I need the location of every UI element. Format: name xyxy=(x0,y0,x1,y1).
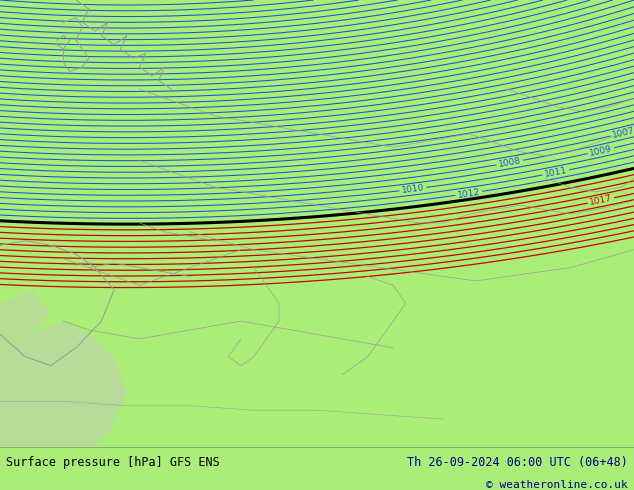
Text: 1017: 1017 xyxy=(589,194,613,207)
Text: 1010: 1010 xyxy=(401,183,425,195)
Polygon shape xyxy=(0,290,51,357)
Text: 1007: 1007 xyxy=(612,126,634,140)
Text: 1012: 1012 xyxy=(457,187,481,199)
Text: Th 26-09-2024 06:00 UTC (06+48): Th 26-09-2024 06:00 UTC (06+48) xyxy=(407,456,628,469)
Text: 1011: 1011 xyxy=(544,166,568,179)
Text: 1009: 1009 xyxy=(589,144,613,158)
Polygon shape xyxy=(0,321,127,446)
Text: © weatheronline.co.uk: © weatheronline.co.uk xyxy=(486,480,628,490)
Text: 1008: 1008 xyxy=(498,156,522,169)
Text: Surface pressure [hPa] GFS ENS: Surface pressure [hPa] GFS ENS xyxy=(6,456,220,469)
